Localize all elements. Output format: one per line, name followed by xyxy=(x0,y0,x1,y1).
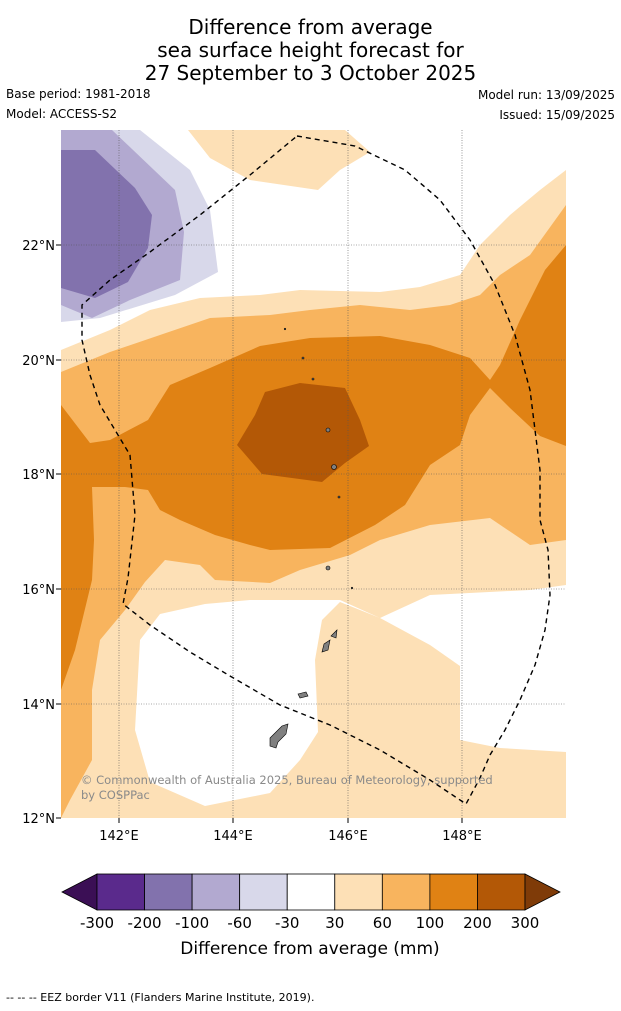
colorbar-tick-label: 30 xyxy=(325,914,344,932)
model-run-date: Model run: 13/09/2025 xyxy=(477,88,615,102)
colorbar-tick-label: 300 xyxy=(511,914,540,932)
colorbar-segment xyxy=(381,873,431,911)
lat-tick-label: 18°N xyxy=(22,468,55,483)
lon-tick-label: 146°E xyxy=(328,829,368,844)
colorbar-segment xyxy=(286,873,336,911)
lat-tick-label: 12°N xyxy=(22,812,55,827)
colorbar-tick-label: -200 xyxy=(128,914,162,932)
lat-tick-label: 16°N xyxy=(22,583,55,598)
colorbar-tick-label: 60 xyxy=(373,914,392,932)
lat-tick-label: 22°N xyxy=(22,239,55,254)
map-title: Difference from average sea surface heig… xyxy=(0,16,621,85)
colorbar-segment xyxy=(334,873,383,911)
colorbar-tick-label: -60 xyxy=(227,914,252,932)
colorbar-extend-over xyxy=(524,873,561,911)
colorbar-tick-label: 100 xyxy=(416,914,445,932)
model-name: Model: ACCESS-S2 xyxy=(6,107,118,121)
island-rota xyxy=(297,691,309,699)
colorbar-tick-label: -30 xyxy=(275,914,300,932)
colorbar-segment xyxy=(429,873,478,911)
colorbar-segment xyxy=(96,873,145,911)
forecast-map: © Commonwealth of Australia 2025, Bureau… xyxy=(22,130,566,844)
lon-tick-label: 144°E xyxy=(213,829,253,844)
island-8 xyxy=(350,586,354,590)
colorbar-tick-label: 200 xyxy=(463,914,492,932)
lon-tick-label: 148°E xyxy=(442,829,482,844)
islands xyxy=(269,327,354,749)
island-5 xyxy=(311,377,315,381)
island-6 xyxy=(301,356,305,360)
colorbar: -300 -200 -100 -60 -30 30 60 100 200 300 Differen… xyxy=(61,873,561,959)
island-2 xyxy=(331,464,337,470)
lat-tick-label: 20°N xyxy=(22,354,55,369)
eez-border xyxy=(81,135,551,806)
lat-axis: 22°N 20°N 18°N 16°N 14°N 12°N xyxy=(22,239,61,827)
island-7 xyxy=(283,327,287,331)
issued-date: Issued: 15/09/2025 xyxy=(499,108,615,122)
copyright-line-1: © Commonwealth of Australia 2025, Bureau… xyxy=(81,773,493,787)
colorbar-segment xyxy=(239,873,288,911)
colorbar-segment xyxy=(191,873,241,911)
colorbar-extend-under xyxy=(61,873,98,911)
title-line-2: sea surface height forecast for xyxy=(157,38,464,62)
band-200-300 xyxy=(237,383,369,482)
copyright-line-2: by COSPPac xyxy=(81,788,150,802)
colorbar-tick-label: -300 xyxy=(80,914,114,932)
base-period: Base period: 1981-2018 xyxy=(6,87,151,101)
island-1 xyxy=(325,427,331,433)
band-neg-100-200 xyxy=(61,150,152,298)
island-4 xyxy=(337,495,341,499)
colorbar-tick-label: -100 xyxy=(175,914,209,932)
colorbar-segment xyxy=(144,873,193,911)
title-line-1: Difference from average xyxy=(188,15,433,39)
lon-tick-label: 142°E xyxy=(99,829,139,844)
eez-legend: -- -- -- EEZ border V11 (Flanders Marine… xyxy=(6,991,315,1004)
colorbar-ticks: -300 -200 -100 -60 -30 30 60 100 200 300 xyxy=(80,914,539,932)
colorbar-label: Difference from average (mm) xyxy=(180,939,439,959)
colorbar-segments xyxy=(61,873,561,911)
band-30-60-north xyxy=(188,130,370,190)
lat-tick-label: 14°N xyxy=(22,698,55,713)
island-guam xyxy=(269,723,289,749)
island-3 xyxy=(325,565,331,571)
title-line-3: 27 September to 3 October 2025 xyxy=(144,61,477,85)
lon-axis: 142°E 144°E 146°E 148°E xyxy=(99,818,482,844)
gridlines xyxy=(61,130,566,818)
island-tinian-saipan xyxy=(321,629,338,653)
colorbar-segment xyxy=(477,873,526,911)
